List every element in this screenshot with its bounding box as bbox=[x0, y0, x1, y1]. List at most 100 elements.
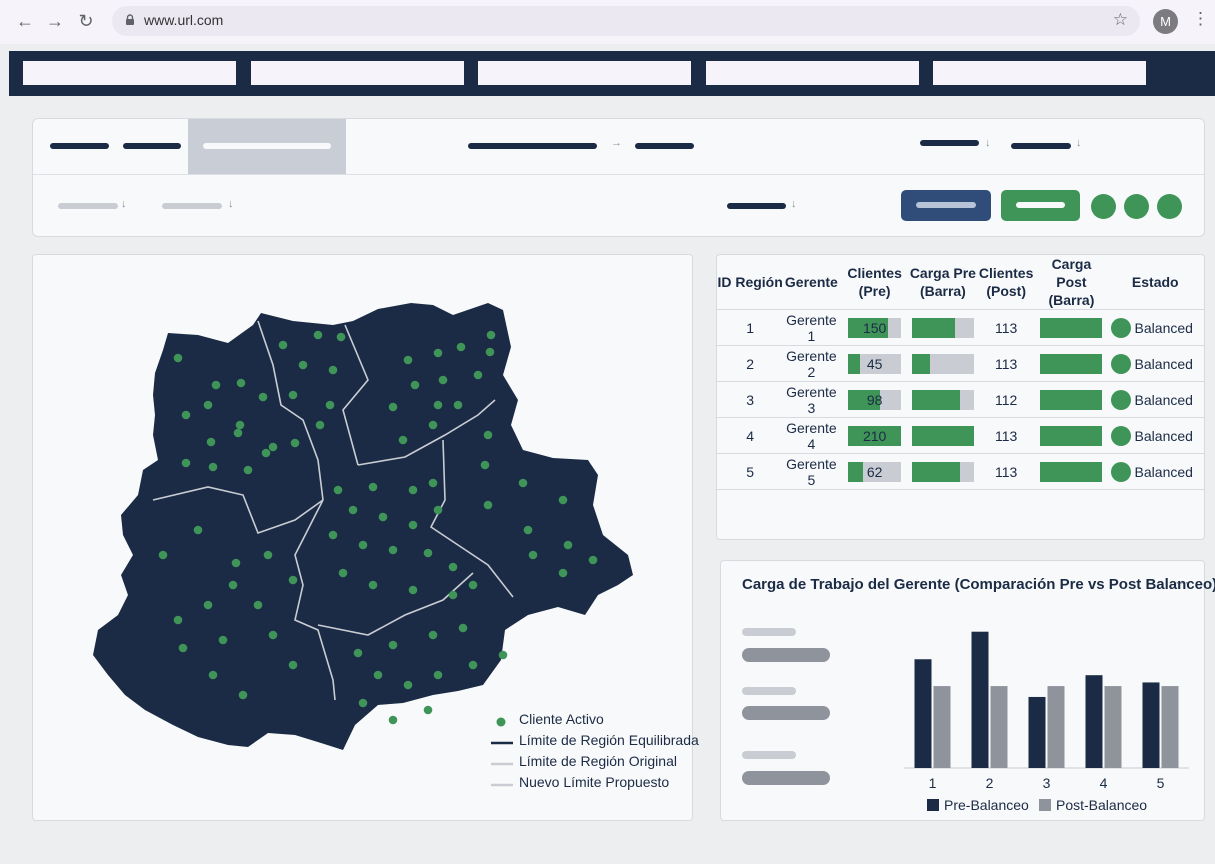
bar-post-2[interactable] bbox=[990, 686, 1008, 768]
action-dot-3[interactable] bbox=[1157, 194, 1182, 219]
url-text: www.url.com bbox=[144, 12, 224, 28]
sort-control-2[interactable] bbox=[1011, 143, 1071, 149]
client-dot bbox=[325, 400, 335, 410]
client-dots bbox=[158, 330, 598, 725]
bar-pre-3[interactable] bbox=[1028, 696, 1046, 768]
sort-control-1[interactable] bbox=[920, 140, 979, 146]
more-options-icon[interactable]: ⋯ bbox=[1175, 574, 1189, 590]
subtab-1[interactable] bbox=[50, 143, 109, 149]
workload-chart-panel: Carga de Trabajo del Gerente (Comparació… bbox=[720, 560, 1215, 821]
cell-load-pre bbox=[909, 309, 977, 346]
col-header-manager[interactable]: Gerente bbox=[783, 255, 840, 310]
filter-dropdown-3[interactable] bbox=[727, 203, 786, 209]
client-dot bbox=[348, 505, 358, 515]
client-dot bbox=[528, 550, 538, 560]
cell-load-pre bbox=[909, 453, 977, 490]
client-dot bbox=[473, 370, 483, 380]
nav-tab-5[interactable] bbox=[933, 61, 1146, 85]
load-pre-bar bbox=[911, 317, 974, 338]
nav-tab-1[interactable] bbox=[23, 61, 236, 85]
client-dot bbox=[423, 548, 433, 558]
legend-swatch-0 bbox=[927, 799, 939, 811]
breadcrumb-to[interactable] bbox=[635, 143, 694, 149]
client-dot bbox=[288, 390, 298, 400]
bar-pre-4[interactable] bbox=[1085, 675, 1103, 768]
bookmark-star-icon[interactable]: ☆ bbox=[1112, 10, 1128, 29]
client-dot bbox=[231, 558, 241, 568]
action-dot-2[interactable] bbox=[1124, 194, 1149, 219]
bar-post-5[interactable] bbox=[1161, 686, 1179, 768]
bar-pre-5[interactable] bbox=[1142, 682, 1160, 768]
bar-post-1[interactable] bbox=[933, 686, 951, 768]
bar-post-4[interactable] bbox=[1104, 686, 1122, 768]
client-dot bbox=[433, 348, 443, 358]
col-header-load-pre[interactable]: Carga Pre (Barra) bbox=[909, 255, 977, 310]
profile-avatar[interactable]: M bbox=[1153, 9, 1178, 34]
col-header-load-post[interactable]: Carga Post (Barra) bbox=[1036, 255, 1107, 310]
table-row[interactable]: 2 Gerente 2 45 113 Balanced bbox=[717, 345, 1204, 382]
table-row[interactable]: 5 Gerente 5 62 113 Balanced bbox=[717, 453, 1204, 490]
cell-clients-pre: 210 bbox=[839, 417, 910, 454]
chart-filter-label-1 bbox=[742, 628, 796, 636]
reload-icon[interactable]: ↻ bbox=[78, 10, 94, 31]
table-row[interactable]: 3 Gerente 3 98 112 Balanced bbox=[717, 381, 1204, 418]
action-dot-1[interactable] bbox=[1091, 194, 1116, 219]
client-dot bbox=[203, 600, 213, 610]
cell-clients-post: 112 bbox=[976, 381, 1037, 418]
sort-down-icon: ↓ bbox=[1076, 137, 1082, 149]
clients-pre-bar: 210 bbox=[848, 425, 902, 446]
cell-load-pre bbox=[909, 345, 977, 382]
client-dot bbox=[358, 540, 368, 550]
client-dot bbox=[388, 640, 398, 650]
forward-arrow-icon[interactable]: → bbox=[46, 10, 64, 31]
region-map[interactable] bbox=[33, 255, 694, 822]
filter-dropdown-2[interactable] bbox=[162, 203, 222, 209]
primary-action-button[interactable] bbox=[901, 190, 991, 221]
subtab-active[interactable] bbox=[188, 119, 346, 174]
client-dot bbox=[483, 430, 493, 440]
client-dot bbox=[358, 698, 368, 708]
client-dot bbox=[408, 485, 418, 495]
apply-button[interactable] bbox=[1001, 190, 1080, 221]
col-header-clients-post[interactable]: Clientes (Post) bbox=[976, 255, 1037, 310]
address-bar[interactable]: www.url.com ☆ bbox=[112, 6, 1140, 36]
client-dot bbox=[268, 630, 278, 640]
table-row[interactable]: 1 Gerente 1 150 113 Balanced bbox=[717, 309, 1204, 346]
client-dot bbox=[258, 392, 268, 402]
filter-toolbar: → ↓ ↓ ↓ ↓ ↓ bbox=[32, 118, 1205, 237]
chart-filter-label-2 bbox=[742, 687, 796, 695]
clients-pre-bar: 62 bbox=[848, 461, 902, 482]
col-header-clients-pre[interactable]: Clientes (Pre) bbox=[839, 255, 910, 310]
client-dot bbox=[428, 478, 438, 488]
subtab-2[interactable] bbox=[123, 143, 181, 149]
bar-post-3[interactable] bbox=[1047, 686, 1065, 768]
client-dot bbox=[328, 365, 338, 375]
col-header-status[interactable]: Estado bbox=[1106, 255, 1204, 310]
cell-id: 1 bbox=[717, 309, 784, 346]
client-dot bbox=[243, 465, 253, 475]
back-arrow-icon[interactable]: ← bbox=[16, 10, 34, 31]
table-row[interactable]: 4 Gerente 4 210 113 Balanced bbox=[717, 417, 1204, 454]
browser-menu-icon[interactable]: ⋮ bbox=[1192, 9, 1209, 28]
client-dot bbox=[288, 575, 298, 585]
x-tick-label: 4 bbox=[1100, 775, 1108, 791]
cell-status: Balanced bbox=[1106, 345, 1204, 382]
status-indicator-icon bbox=[1110, 389, 1131, 410]
nav-tab-2[interactable] bbox=[251, 61, 464, 85]
cell-load-post bbox=[1036, 345, 1107, 382]
bar-pre-1[interactable] bbox=[914, 659, 932, 768]
cell-clients-post: 113 bbox=[976, 453, 1037, 490]
client-dot bbox=[368, 482, 378, 492]
col-header-id[interactable]: ID Región bbox=[717, 255, 784, 310]
nav-tab-3[interactable] bbox=[478, 61, 691, 85]
cell-id: 2 bbox=[717, 345, 784, 382]
territory-shape bbox=[93, 303, 633, 750]
cell-clients-pre: 98 bbox=[839, 381, 910, 418]
cell-clients-post: 113 bbox=[976, 345, 1037, 382]
bar-pre-2[interactable] bbox=[971, 631, 989, 768]
breadcrumb-from[interactable] bbox=[468, 143, 597, 149]
nav-tab-4[interactable] bbox=[706, 61, 919, 85]
clients-pre-bar: 45 bbox=[848, 353, 902, 374]
filter-dropdown-1[interactable] bbox=[58, 203, 118, 209]
status-indicator-icon bbox=[1110, 461, 1131, 482]
